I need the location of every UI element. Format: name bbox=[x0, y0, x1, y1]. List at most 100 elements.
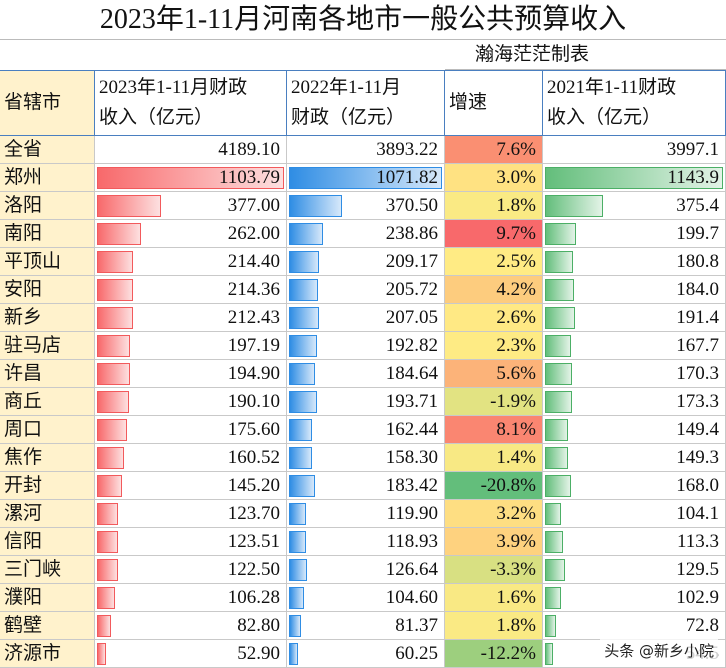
cell-value: 149.3 bbox=[676, 447, 719, 468]
row-label: 驻马店 bbox=[4, 335, 62, 356]
table-cell: 168.0 bbox=[543, 472, 726, 500]
cell-value: 175.60 bbox=[227, 419, 280, 440]
cell-value: 119.90 bbox=[386, 503, 438, 524]
data-bar bbox=[289, 475, 316, 497]
cell-value: 149.4 bbox=[676, 419, 719, 440]
table-cell: 鹤壁 bbox=[0, 612, 95, 640]
data-bar bbox=[289, 391, 317, 413]
table-cell: 209.17 bbox=[287, 248, 445, 276]
data-bar bbox=[289, 419, 313, 441]
table-cell: 175.60 bbox=[95, 416, 287, 444]
table-cell: 三门峡 bbox=[0, 556, 95, 584]
cell-value: 5.6% bbox=[496, 363, 536, 384]
row-label: 焦作 bbox=[4, 447, 43, 468]
data-bar bbox=[545, 251, 574, 273]
data-bar bbox=[289, 335, 317, 357]
table-cell: 1071.82 bbox=[287, 164, 445, 192]
cell-value: 4189.10 bbox=[218, 139, 280, 160]
cell-value: 214.40 bbox=[227, 251, 280, 272]
row-label: 新乡 bbox=[4, 307, 43, 328]
table-cell: 145.20 bbox=[95, 472, 287, 500]
table-cell: 184.0 bbox=[543, 276, 726, 304]
data-bar bbox=[97, 223, 142, 245]
data-bar bbox=[545, 419, 569, 441]
table-cell: 183.42 bbox=[287, 472, 445, 500]
table-cell: 3.9% bbox=[445, 528, 543, 556]
header-cell: 2022年1-11月 财政（亿元） bbox=[287, 70, 445, 136]
table-cell: 160.52 bbox=[95, 444, 287, 472]
table-cell: 370.50 bbox=[287, 192, 445, 220]
cell-value: 2.6% bbox=[496, 307, 536, 328]
cell-value: 123.51 bbox=[227, 531, 280, 552]
table-cell: 214.40 bbox=[95, 248, 287, 276]
row-label: 三门峡 bbox=[4, 559, 62, 580]
cell-value: 145.20 bbox=[227, 475, 280, 496]
row-label: 南阳 bbox=[4, 223, 43, 244]
table-cell: 平顶山 bbox=[0, 248, 95, 276]
cell-value: 370.50 bbox=[385, 195, 438, 216]
cell-value: 118.93 bbox=[386, 531, 438, 552]
table-cell: 3.2% bbox=[445, 500, 543, 528]
data-bar bbox=[97, 587, 115, 609]
cell-value: 1.8% bbox=[496, 195, 536, 216]
table-cell: 238.86 bbox=[287, 220, 445, 248]
data-bar bbox=[289, 251, 319, 273]
data-bar bbox=[97, 447, 125, 469]
table-cell: 8.1% bbox=[445, 416, 543, 444]
header-text: 2022年1-11月 bbox=[291, 77, 402, 98]
data-bar bbox=[545, 307, 575, 329]
table-cell: 184.64 bbox=[287, 360, 445, 388]
cell-value: 3893.22 bbox=[376, 139, 438, 160]
cell-value: 190.10 bbox=[227, 391, 280, 412]
cell-value: 375.4 bbox=[676, 195, 719, 216]
cell-value: -1.9% bbox=[490, 391, 536, 412]
data-bar bbox=[545, 363, 572, 385]
data-bar bbox=[545, 223, 577, 245]
table-cell: 72.8 bbox=[543, 612, 726, 640]
table-cell: 167.7 bbox=[543, 332, 726, 360]
cell-value: 377.00 bbox=[227, 195, 280, 216]
data-bar bbox=[289, 559, 308, 581]
data-bar bbox=[545, 587, 561, 609]
cell-value: 72.8 bbox=[685, 615, 719, 636]
data-bar bbox=[545, 447, 569, 469]
table-cell: 173.3 bbox=[543, 388, 726, 416]
table-cell: 3893.22 bbox=[287, 136, 445, 164]
table-cell: 102.9 bbox=[543, 584, 726, 612]
table-cell: 商丘 bbox=[0, 388, 95, 416]
cell-value: 9.7% bbox=[496, 223, 536, 244]
table-cell: 104.60 bbox=[287, 584, 445, 612]
table-cell: 262.00 bbox=[95, 220, 287, 248]
header-text: 收入（亿元） bbox=[99, 107, 214, 128]
cell-value: 207.05 bbox=[385, 307, 438, 328]
table-cell: 191.4 bbox=[543, 304, 726, 332]
table-cell: 81.37 bbox=[287, 612, 445, 640]
table-cell: 52.90 bbox=[95, 640, 287, 668]
table-cell: 104.1 bbox=[543, 500, 726, 528]
note: 瀚海茫茫制表 bbox=[445, 40, 726, 70]
data-bar bbox=[289, 195, 342, 217]
cell-value: 1.4% bbox=[496, 447, 536, 468]
header-text: 省辖市 bbox=[4, 92, 62, 113]
header-cell: 2023年1-11月财政 收入（亿元） bbox=[95, 70, 287, 136]
data-bar bbox=[289, 363, 316, 385]
header-text: 财政（亿元） bbox=[291, 107, 406, 128]
table-cell: 193.71 bbox=[287, 388, 445, 416]
data-bar bbox=[545, 531, 563, 553]
data-bar bbox=[545, 559, 566, 581]
data-bar bbox=[97, 419, 127, 441]
row-label: 平顶山 bbox=[4, 251, 62, 272]
data-bar bbox=[289, 531, 306, 553]
cell-value: 238.86 bbox=[385, 223, 438, 244]
cell-value: 123.70 bbox=[227, 503, 280, 524]
cell-value: 2.3% bbox=[496, 335, 536, 356]
data-bar bbox=[97, 167, 284, 189]
table-cell: 197.19 bbox=[95, 332, 287, 360]
watermark: 头条 @新乡小院 bbox=[600, 639, 718, 662]
table-cell: 377.00 bbox=[95, 192, 287, 220]
data-bar bbox=[545, 503, 562, 525]
table-cell: 驻马店 bbox=[0, 332, 95, 360]
data-bar bbox=[545, 615, 557, 637]
header-text: 增速 bbox=[449, 92, 488, 113]
cell-value: 7.6% bbox=[496, 139, 536, 160]
